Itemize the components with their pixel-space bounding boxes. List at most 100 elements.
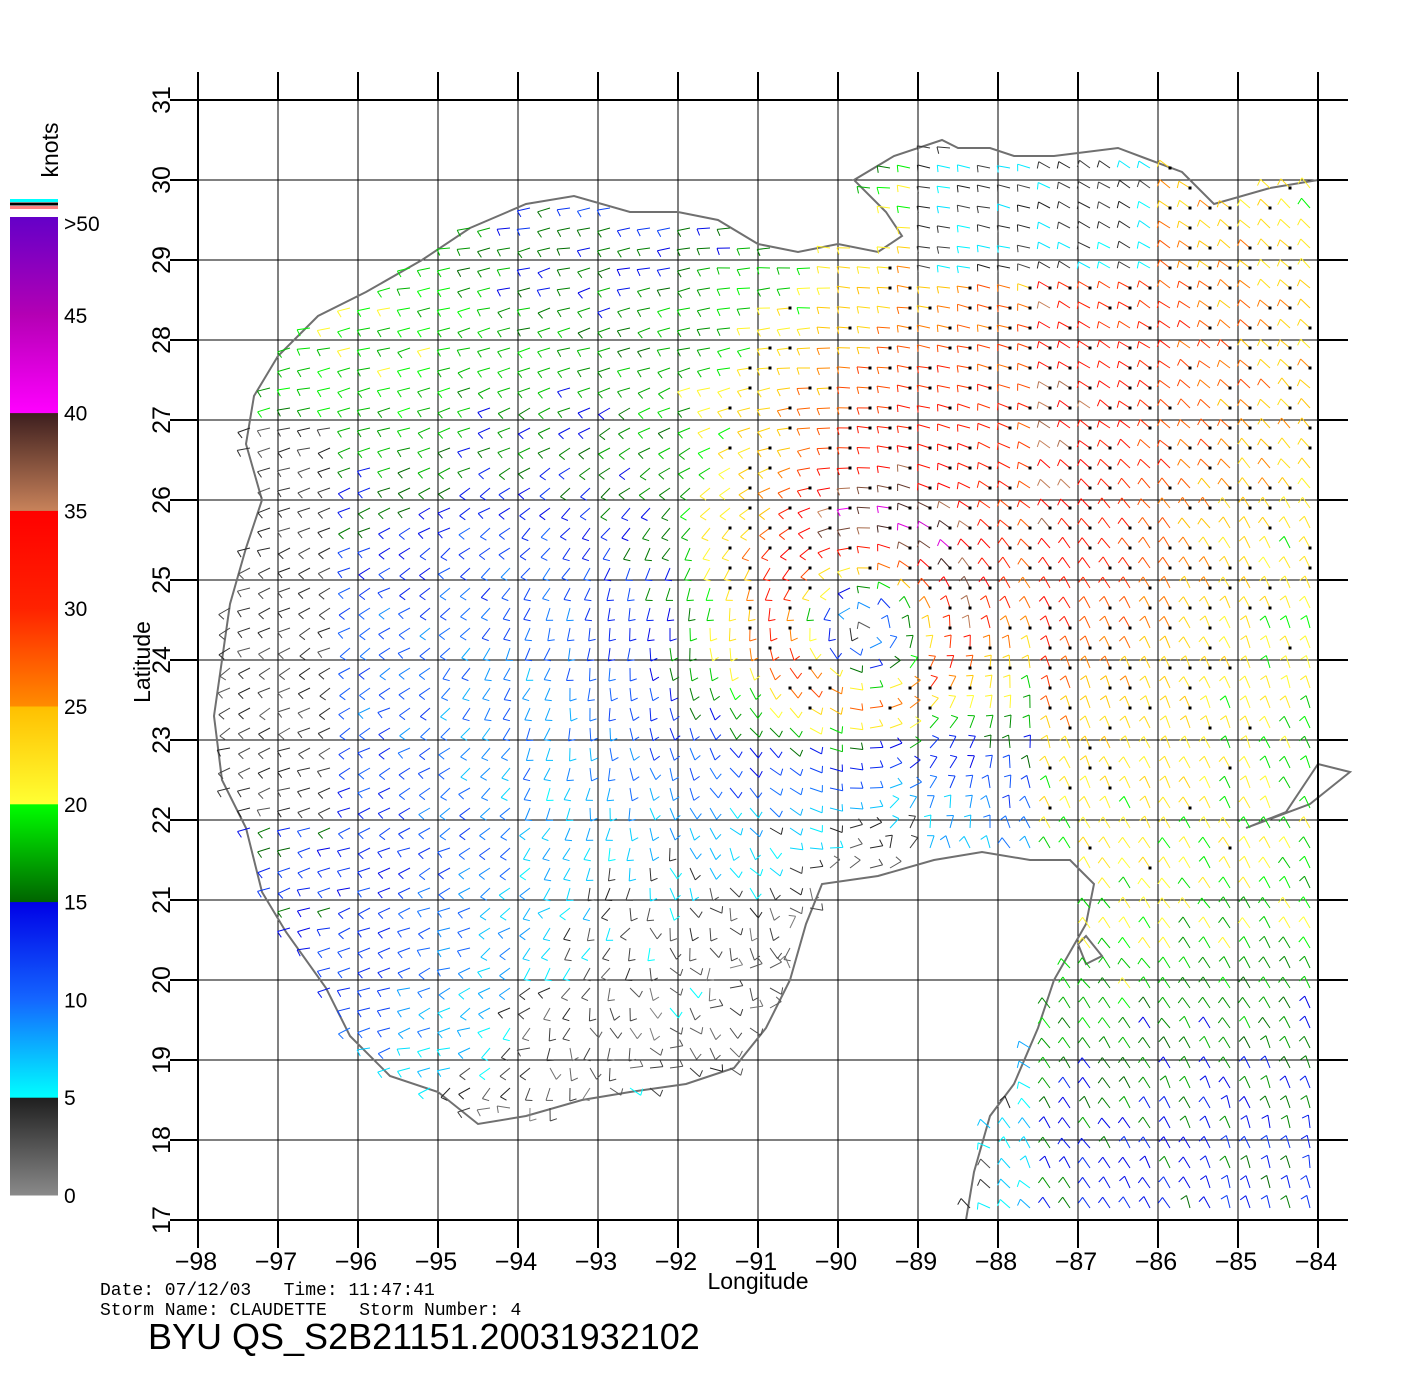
wind-barb [1196,319,1212,330]
wind-barb [896,246,911,254]
wind-barb [359,647,371,661]
wind-barb [543,1007,551,1022]
wind-barb [1220,1135,1231,1149]
wind-barb [478,467,491,480]
wind-barb [396,267,411,278]
wind-barb [1157,837,1171,849]
wind-barb [606,1047,615,1062]
wind-barb [769,847,783,860]
wind-barb [749,927,759,942]
wind-barb [757,487,771,499]
wind-barb [916,185,931,194]
wind-barb [540,527,551,541]
wind-barb [537,387,551,399]
wind-barb [1259,695,1271,709]
wind-barb [299,627,311,641]
wind-barb [778,506,792,520]
wind-barb [777,487,791,499]
wind-barb [1098,816,1111,829]
wind-barb [686,587,694,602]
wind-barb [1078,576,1091,589]
wind-barb [1020,754,1031,769]
wind-barb [1299,635,1311,649]
wind-barb [749,827,763,838]
wind-barb [1057,958,1071,969]
wind-barb [836,386,851,395]
wind-barb [436,347,451,357]
wind-barb [1137,957,1151,969]
wind-barb [788,686,803,699]
wind-barb [478,927,491,940]
wind-barb [1156,379,1171,389]
wind-barb [376,307,391,317]
wind-barb [1218,816,1231,829]
wind-barb [762,567,771,582]
wind-barb [637,347,651,358]
wind-barb [1099,795,1111,809]
wind-barb [1158,556,1172,570]
wind-barb [481,1047,491,1062]
colorbar-segment [10,314,58,414]
wind-barb [738,486,752,500]
wind-barb [1178,916,1191,929]
wind-barb [836,326,852,334]
wind-barb [1156,339,1171,349]
wind-barb [477,347,491,358]
wind-barb [276,787,291,797]
wind-barb [581,547,591,562]
wind-barb [1037,517,1052,530]
wind-barb [357,887,371,898]
wind-barb [699,507,711,521]
wind-barb [977,383,992,392]
wind-barb [318,667,331,680]
wind-barb [496,1105,511,1113]
wind-barb [544,687,552,702]
wind-barb [849,682,864,691]
wind-barb [1219,735,1231,749]
wind-barb [376,367,391,378]
wind-barb [418,967,431,980]
wind-barb [999,815,1011,829]
wind-barb [998,1136,1011,1149]
wind-barb [418,487,431,500]
wind-barb [809,825,823,833]
wind-barb [1219,795,1231,809]
wind-barb [398,607,411,620]
wind-barb [1278,1056,1291,1069]
wind-barb [416,307,431,318]
wind-barb [498,987,511,1000]
wind-barb [876,484,892,493]
wind-barb [956,324,971,332]
colorbar-label: 15 [64,892,87,915]
wind-barb [417,1067,431,1078]
wind-barb [1239,1195,1251,1209]
wind-barb [1279,1075,1291,1089]
wind-barb [996,442,1011,450]
wind-barb [1258,556,1271,569]
wind-barb [296,407,311,418]
wind-barb [377,967,391,979]
wind-barb [1257,398,1271,409]
wind-barb [1297,238,1311,249]
wind-barb [1238,576,1251,589]
wind-barb [1297,218,1311,229]
wind-barb [437,447,451,459]
plot-border [197,99,1319,1221]
wind-barb [1077,458,1092,470]
wind-barb [1137,517,1152,530]
wind-barb [1096,160,1111,169]
wind-barb [996,184,1011,192]
wind-barb [1003,694,1012,709]
wind-barb [889,717,903,729]
wind-barb [783,586,792,602]
wind-barb [566,667,574,681]
wind-barb [997,837,1011,849]
wind-barb [997,1157,1011,1169]
wind-barb [1198,1035,1211,1049]
wind-barb [1058,1196,1071,1209]
wind-barb [559,527,571,541]
wind-barb [1116,360,1132,370]
wind-barb [458,787,471,800]
wind-barb [816,287,831,296]
